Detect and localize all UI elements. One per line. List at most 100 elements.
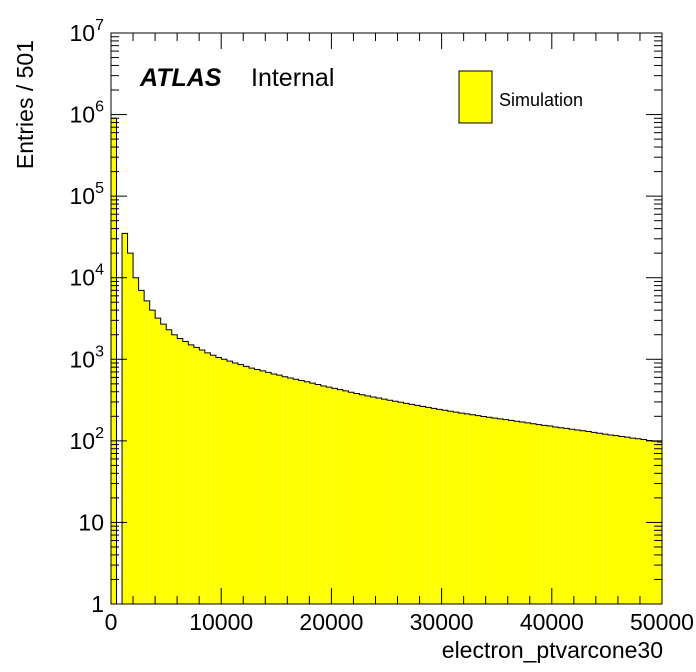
histogram-bin	[237, 364, 244, 604]
histogram-bin	[254, 369, 261, 604]
histogram-bin	[320, 386, 327, 604]
histogram-bin	[607, 434, 614, 604]
histogram-bin	[160, 324, 167, 604]
histogram-bin	[547, 426, 553, 604]
histogram-bin	[409, 404, 415, 604]
histogram-bin	[403, 403, 410, 604]
histogram-bin	[210, 355, 216, 604]
histogram-bin	[342, 390, 349, 604]
histogram-bin	[425, 407, 432, 604]
histogram-bin	[580, 430, 586, 604]
y-tick-label-exponent: 2	[95, 425, 104, 442]
histogram-bin	[193, 347, 200, 604]
histogram-bin	[563, 428, 570, 604]
histogram-bin	[618, 436, 625, 604]
histogram-bin	[398, 402, 404, 604]
histogram-bin	[624, 437, 630, 604]
histogram-bin	[635, 438, 642, 604]
x-tick-label: 40000	[520, 609, 584, 635]
histogram-bin	[166, 329, 172, 604]
histogram-bin	[260, 370, 266, 604]
histogram-bin	[232, 363, 238, 604]
y-tick-label: 10	[78, 509, 104, 535]
histogram-bin	[221, 359, 227, 604]
histogram-bin	[298, 380, 305, 604]
histogram-bin	[596, 433, 603, 604]
histogram-bin	[514, 421, 520, 604]
histogram-bin	[177, 338, 183, 604]
histogram-bin	[138, 290, 145, 604]
histogram-bin	[376, 398, 382, 604]
histogram-bin	[387, 400, 393, 604]
histogram-bin	[453, 412, 459, 604]
y-tick-label-base: 10	[70, 102, 96, 128]
histogram-bin	[226, 361, 233, 604]
y-tick-label: 104	[70, 262, 105, 291]
histogram-bin	[475, 415, 481, 604]
histogram-bin	[442, 410, 448, 604]
legend: Simulation	[458, 70, 583, 124]
y-tick-label-base: 10	[70, 20, 96, 46]
histogram-bin	[304, 381, 310, 604]
histogram-bin	[282, 376, 288, 604]
histogram-bin	[436, 409, 443, 604]
histogram-bin	[431, 408, 437, 604]
histogram-bin	[271, 374, 277, 604]
histogram-bin	[188, 344, 194, 604]
histogram-bin	[149, 310, 156, 604]
histogram-bin	[464, 413, 470, 604]
histogram-bin	[558, 427, 564, 604]
histogram-bin	[530, 423, 537, 604]
histogram-bars	[111, 118, 662, 605]
histogram-bin	[392, 401, 399, 604]
histogram-bin	[249, 368, 255, 604]
x-tick-label: 10000	[189, 609, 253, 635]
histogram-bin	[602, 434, 608, 604]
y-tick-label-base: 10	[70, 265, 96, 291]
histogram-bin	[486, 417, 492, 604]
histogram-bin	[309, 383, 316, 604]
histogram-bin	[337, 389, 343, 604]
histogram-bin	[541, 425, 548, 604]
histogram-bin	[370, 396, 377, 604]
y-tick-label: 107	[70, 17, 105, 46]
histogram-bin	[353, 393, 360, 604]
histogram-bin	[111, 118, 117, 605]
x-axis-label: electron_ptvarcone30	[442, 637, 663, 663]
y-tick-label-base: 10	[70, 183, 96, 209]
histogram-bin	[199, 349, 205, 604]
y-tick-label-exponent: 3	[95, 343, 104, 360]
histogram-bin	[293, 379, 299, 604]
histogram-bin	[204, 352, 211, 604]
histogram-bin	[447, 411, 454, 604]
histogram-bin	[276, 375, 283, 604]
histogram-bin	[629, 438, 636, 604]
y-tick-label-base: 10	[78, 509, 104, 535]
histogram-bin	[420, 406, 426, 604]
y-tick-label-base: 1	[91, 591, 104, 617]
histogram-bin	[519, 422, 526, 604]
legend-swatch	[458, 70, 493, 124]
histogram-bin	[348, 392, 354, 604]
plot-frame	[110, 32, 663, 605]
histogram-bin	[364, 395, 371, 604]
histogram-bin	[359, 394, 365, 604]
histogram-bin	[574, 429, 581, 604]
histogram-bin	[491, 418, 498, 604]
histogram-outline	[110, 117, 663, 605]
y-tick-label: 106	[70, 99, 105, 128]
histogram-bin	[326, 387, 332, 604]
legend-label-simulation: Simulation	[499, 90, 583, 110]
y-tick-label-exponent: 5	[95, 180, 104, 197]
histogram-bin	[552, 426, 559, 604]
y-tick-label: 102	[70, 425, 105, 454]
x-tick-label: 50000	[630, 609, 694, 635]
histogram-bin	[215, 357, 222, 604]
histogram-bin	[243, 366, 250, 604]
histogram-bin	[480, 416, 487, 604]
x-tick-label: 20000	[299, 609, 363, 635]
y-tick-label: 103	[70, 343, 105, 372]
histogram-bin	[502, 419, 509, 604]
histogram-bin	[458, 413, 465, 604]
histogram-bin	[569, 429, 575, 604]
